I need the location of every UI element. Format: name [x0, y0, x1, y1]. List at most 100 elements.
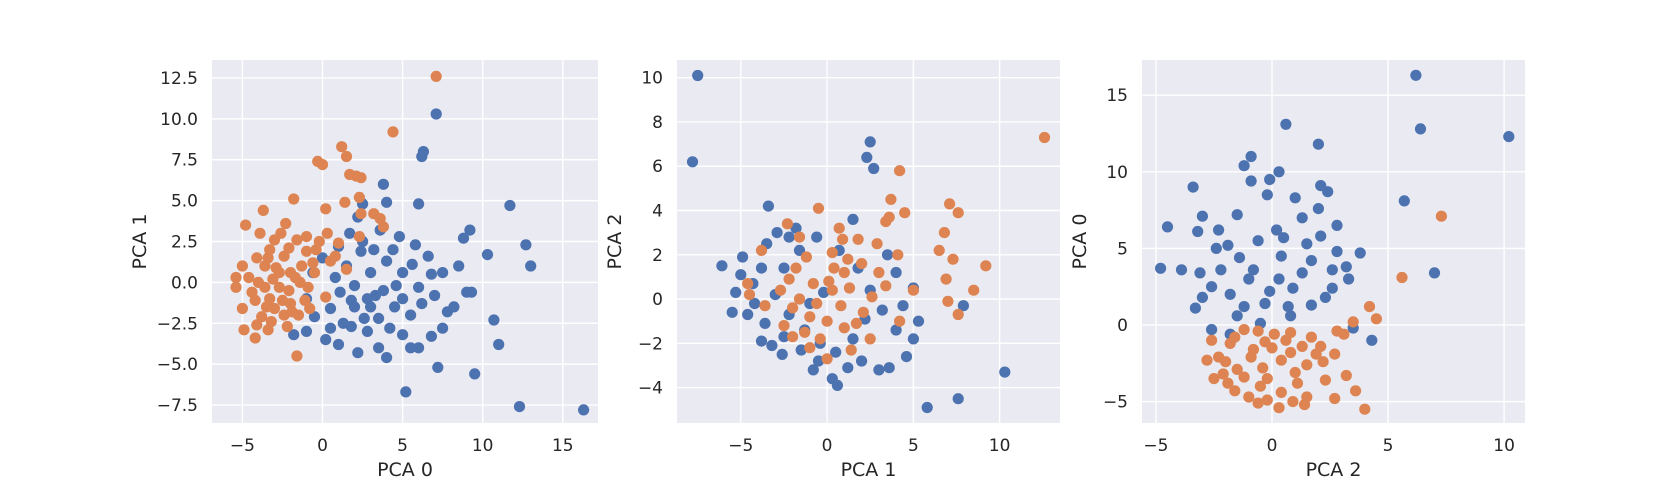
scatter-point: [873, 364, 885, 376]
scatter-panel-pca0-vs-pca1: −5 0 5 10 15 −7.5 −5.0 −2.5 0.0 2.5 5.0 7.5 10.0 12.5…: [129, 60, 598, 480]
scatter-point: [409, 239, 421, 251]
scatter-point: [1245, 175, 1257, 187]
scatter-point: [897, 300, 909, 312]
scatter-point: [1217, 368, 1229, 380]
scatter-point: [457, 232, 470, 244]
scatter-point: [957, 300, 970, 312]
scatter-point: [332, 237, 345, 249]
scatter-point: [894, 315, 906, 327]
scatter-point: [755, 262, 768, 274]
scatter-point: [1194, 267, 1206, 279]
scatter-point: [1370, 313, 1382, 325]
scatter-point: [1224, 288, 1236, 300]
scatter-point: [861, 151, 873, 163]
scatter-point: [1264, 173, 1276, 186]
scatter-point: [1319, 291, 1331, 303]
scatter-point: [742, 308, 754, 321]
scatter-point: [1238, 324, 1250, 336]
scatter-point: [1280, 118, 1292, 130]
scatter-point: [461, 286, 473, 298]
scatter-point: [397, 293, 409, 305]
scatter-point: [1222, 377, 1234, 389]
scatter-point: [397, 329, 409, 341]
scatter-point: [302, 281, 314, 293]
scatter-point: [344, 227, 356, 239]
scatter-point: [1275, 250, 1287, 262]
scatter-point: [833, 222, 845, 234]
scatter-point: [260, 301, 273, 313]
x-tick-label: 15: [552, 436, 574, 456]
scatter-point: [425, 330, 437, 342]
scatter-point: [868, 162, 880, 175]
scatter-point: [400, 386, 412, 398]
scatter-point: [1268, 328, 1280, 340]
scatter-point: [270, 262, 282, 274]
scatter-point: [316, 159, 329, 171]
scatter-point: [345, 320, 357, 333]
scatter-point: [1273, 402, 1285, 414]
scatter-point: [413, 281, 425, 293]
scatter-point: [883, 211, 895, 223]
scatter-point: [1238, 371, 1250, 383]
scatter-point: [437, 322, 449, 334]
scatter-point: [1155, 262, 1167, 274]
scatter-point: [413, 342, 425, 354]
scatter-point: [358, 312, 370, 324]
scatter-point: [1259, 336, 1271, 348]
scatter-point: [324, 255, 337, 267]
scatter-point: [1289, 192, 1301, 204]
scatter-point: [787, 331, 799, 343]
y-tick-label: −5.0: [157, 355, 198, 375]
scatter-point: [230, 271, 242, 284]
scatter-point: [365, 267, 377, 279]
scatter-point: [1310, 348, 1322, 360]
scatter-point: [787, 302, 799, 314]
scatter-point: [749, 297, 761, 310]
scatter-point: [876, 304, 888, 316]
scatter-point: [288, 329, 300, 341]
scatter-point: [365, 301, 377, 313]
y-tick-label: 10: [1106, 163, 1128, 183]
scatter-point: [793, 293, 806, 305]
series-class-1: [1201, 210, 1447, 415]
scatter-point: [938, 227, 951, 239]
scatter-point: [1326, 282, 1338, 294]
scatter-point: [397, 267, 409, 279]
scatter-point: [493, 338, 505, 351]
scatter-point: [1229, 331, 1241, 343]
scatter-point: [430, 70, 442, 82]
scatter-point: [429, 289, 441, 302]
scatter-point: [812, 355, 825, 367]
scatter-point: [488, 314, 500, 326]
scatter-point: [730, 286, 742, 298]
scatter-point: [520, 239, 532, 251]
scatter-point: [1271, 224, 1283, 236]
scatter-point: [716, 260, 728, 272]
scatter-point: [1296, 212, 1308, 224]
scatter-point: [267, 273, 279, 285]
scatter-point: [847, 333, 859, 345]
scatter-point: [296, 260, 308, 272]
scatter-point: [320, 203, 332, 215]
x-axis-label: PCA 0: [377, 459, 433, 480]
scatter-point: [755, 244, 768, 256]
scatter-point: [778, 331, 790, 343]
scatter-point: [416, 150, 428, 163]
scatter-point: [1252, 325, 1264, 337]
scatter-point: [1175, 264, 1188, 276]
y-tick-label: −5: [1103, 393, 1128, 413]
scatter-point: [880, 280, 892, 292]
scatter-point: [742, 278, 754, 290]
scatter-point: [243, 271, 255, 284]
scatter-point: [1243, 273, 1255, 285]
scatter-point: [799, 326, 811, 338]
scatter-point: [1329, 348, 1341, 360]
scatter-point: [1301, 238, 1313, 250]
y-tick-label: 6: [652, 157, 663, 177]
scatter-point: [308, 267, 321, 279]
scatter-point: [743, 289, 756, 301]
x-tick-label: 10: [472, 436, 494, 456]
scatter-point: [856, 258, 868, 270]
scatter-point: [899, 207, 911, 219]
